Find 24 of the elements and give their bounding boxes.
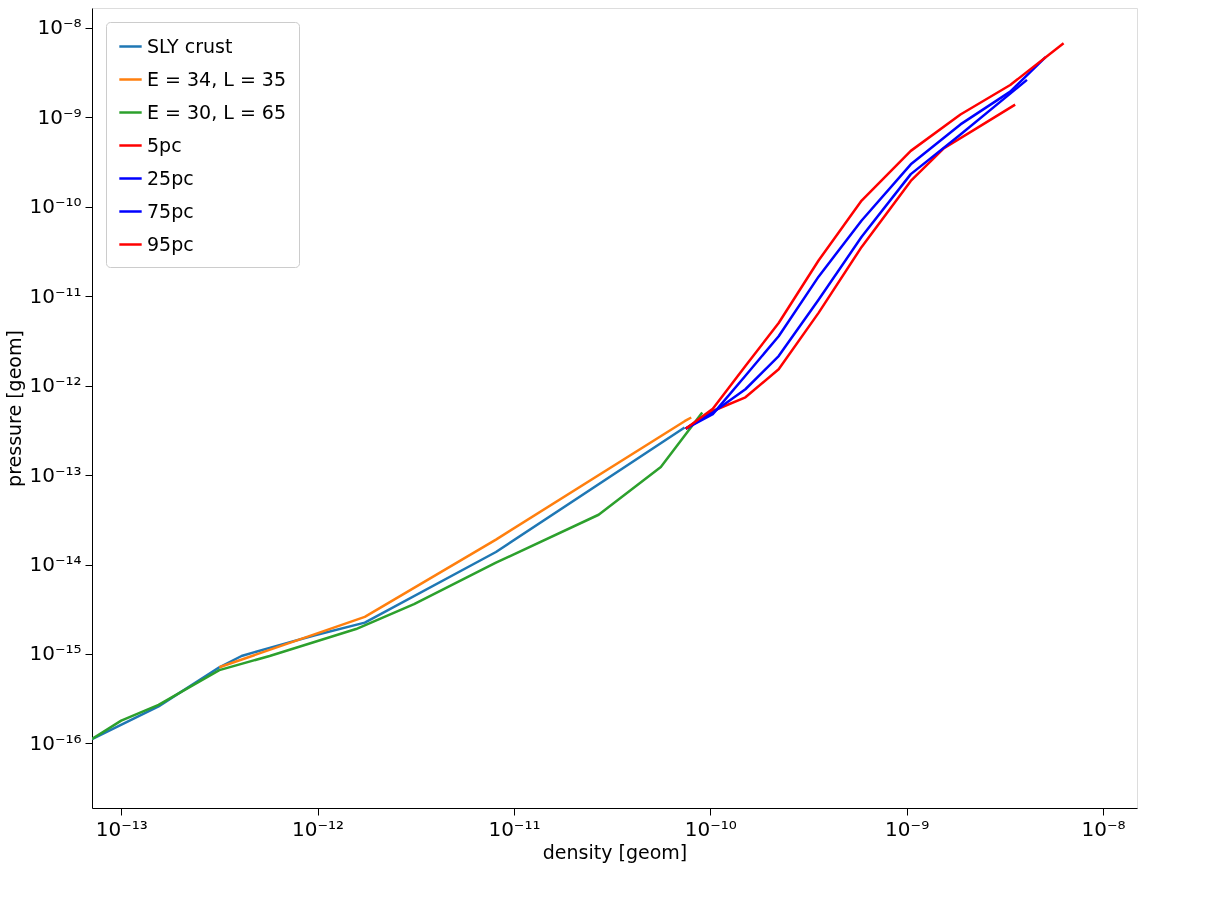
legend-label: 25pc [147,166,194,189]
y-tick-label: 10⁻¹⁰ [29,194,82,219]
x-axis-title: density [geom] [542,840,688,863]
x-tick-label: 10⁻¹² [292,816,345,841]
x-tick-label: 10⁻¹¹ [488,816,541,841]
y-tick-label: 10⁻¹⁶ [29,730,82,755]
legend-label: 75pc [147,199,194,222]
legend-label: E = 30, L = 65 [147,100,287,123]
legend-label: SLY crust [147,34,233,57]
y-axis-title: pressure [geom] [3,330,26,487]
y-tick-label: 10⁻¹⁴ [29,552,82,577]
x-tick-label: 10⁻¹⁰ [684,816,737,841]
x-tick-label: 10⁻⁹ [885,816,930,841]
y-tick-label: 10⁻¹¹ [29,283,82,308]
y-tick-label: 10⁻¹³ [29,462,82,487]
x-tick-label: 10⁻¹³ [95,816,148,841]
y-tick-label: 10⁻¹² [29,373,82,398]
x-tick-label: 10⁻⁸ [1081,816,1126,841]
y-tick-label: 10⁻¹⁵ [29,641,82,666]
legend-label: 95pc [147,232,194,255]
legend-label: 5pc [147,133,182,156]
y-tick-label: 10⁻⁹ [37,104,82,129]
y-tick-label: 10⁻⁸ [37,15,82,40]
legend-label: E = 34, L = 35 [147,67,287,90]
